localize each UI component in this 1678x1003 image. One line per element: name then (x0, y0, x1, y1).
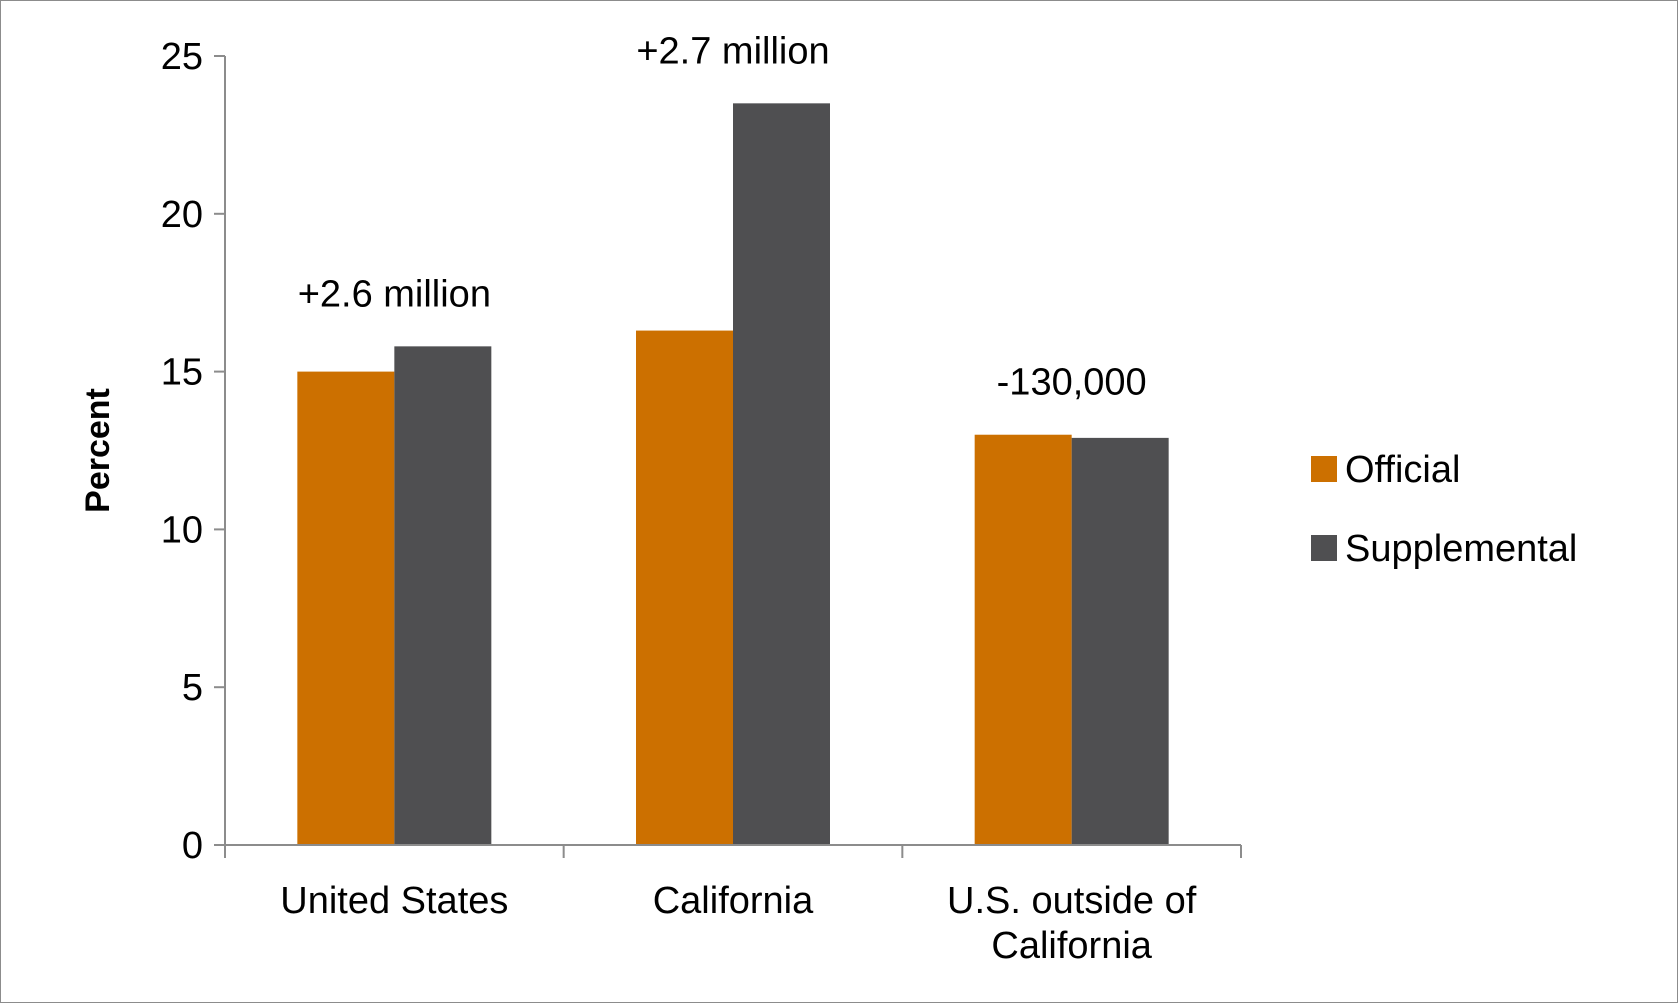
bar-official-3 (974, 434, 1072, 845)
x-tick-label: U.S. outside of California (947, 880, 1197, 967)
y-tick-label: 15 (161, 352, 203, 394)
group-annotation: +2.6 million (298, 273, 491, 315)
x-tick-label: California (653, 880, 814, 922)
y-tick-label: 5 (182, 667, 203, 709)
y-tick-label: 10 (161, 509, 203, 551)
x-tick-label: United States (280, 880, 508, 922)
bar-supplemental-3 (1071, 437, 1169, 845)
legend-label-official: Official (1345, 449, 1460, 491)
y-axis-title: Percent (79, 388, 117, 513)
y-tick-label: 25 (161, 36, 203, 78)
bar-supplemental-1 (394, 346, 492, 845)
legend-label-supplemental: Supplemental (1345, 528, 1577, 570)
legend-swatch-official (1311, 456, 1337, 482)
bar-official-2 (636, 330, 733, 845)
bar-supplemental-2 (733, 103, 830, 846)
y-tick-label: 20 (161, 194, 203, 236)
y-tick-label: 0 (182, 825, 203, 867)
group-annotation: +2.7 million (636, 30, 829, 72)
group-annotation: -130,000 (997, 362, 1147, 404)
legend-swatch-supplemental (1311, 535, 1337, 561)
bar-official-1 (297, 371, 395, 845)
